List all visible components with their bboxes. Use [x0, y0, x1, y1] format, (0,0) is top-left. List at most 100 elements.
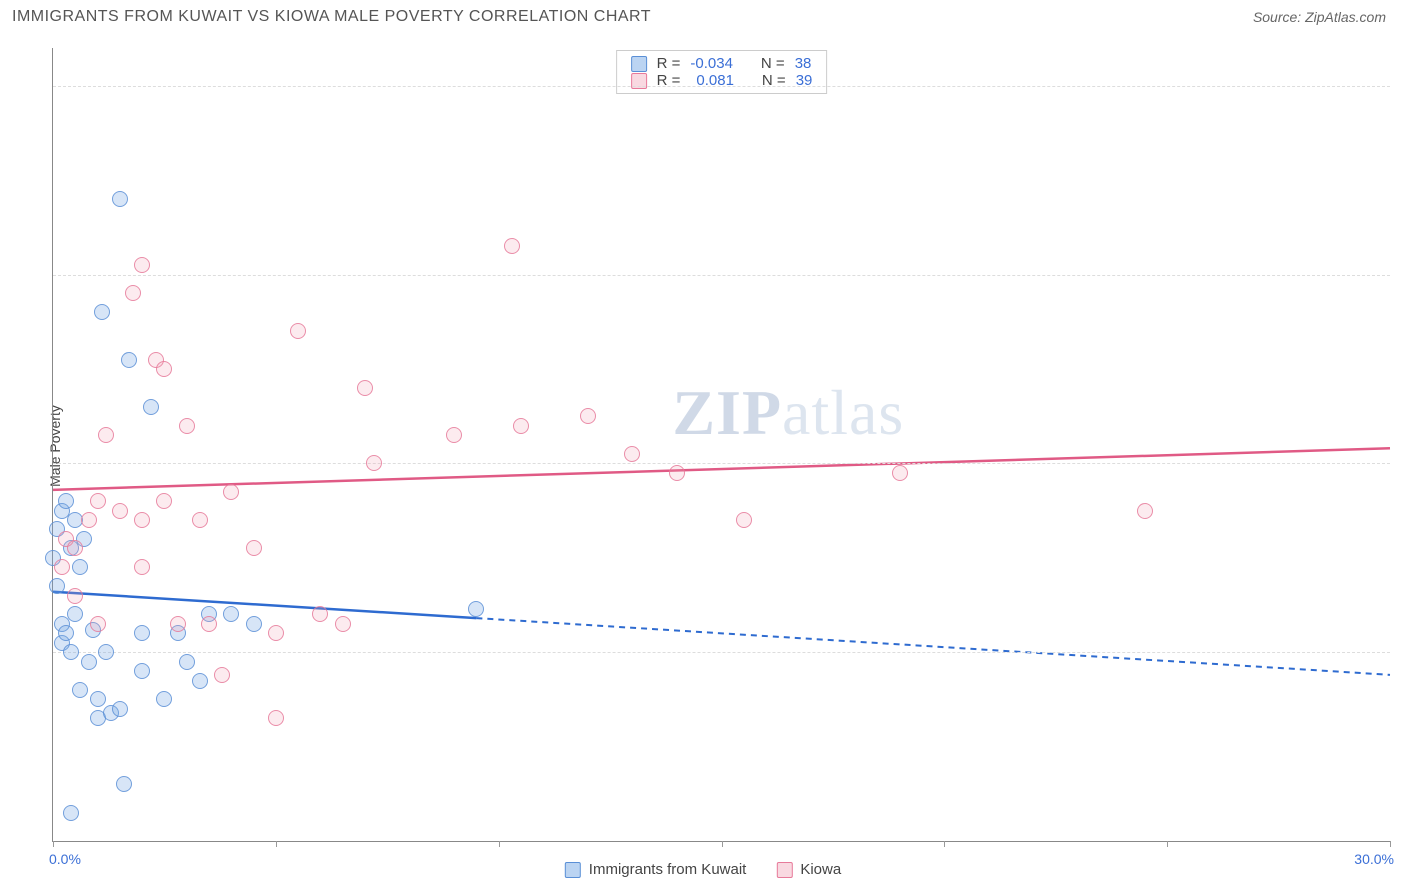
scatter-point	[72, 559, 88, 575]
scatter-point	[335, 616, 351, 632]
plot-area: ZIPatlas R = -0.034 N = 38 R = 0.081 N =…	[52, 48, 1390, 842]
scatter-point	[134, 257, 150, 273]
chart-title: IMMIGRANTS FROM KUWAIT VS KIOWA MALE POV…	[12, 8, 651, 26]
scatter-point	[357, 380, 373, 396]
legend-label: Immigrants from Kuwait	[589, 861, 747, 878]
scatter-point	[290, 323, 306, 339]
scatter-point	[736, 512, 752, 528]
r-value-blue: -0.034	[690, 55, 733, 72]
watermark-zip: ZIP	[672, 377, 782, 448]
scatter-point	[223, 484, 239, 500]
gridline-h	[53, 652, 1390, 653]
scatter-point	[143, 399, 159, 415]
scatter-point	[90, 691, 106, 707]
x-tick-label: 30.0%	[1354, 851, 1394, 867]
scatter-point	[94, 304, 110, 320]
scatter-point	[246, 540, 262, 556]
x-tick	[722, 841, 723, 847]
scatter-point	[98, 427, 114, 443]
scatter-point	[446, 427, 462, 443]
scatter-point	[246, 616, 262, 632]
scatter-point	[90, 493, 106, 509]
gridline-h	[53, 463, 1390, 464]
legend-item-kuwait: Immigrants from Kuwait	[565, 861, 747, 878]
scatter-point	[116, 776, 132, 792]
scatter-point	[134, 625, 150, 641]
scatter-point	[669, 465, 685, 481]
scatter-point	[366, 455, 382, 471]
gridline-h	[53, 86, 1390, 87]
trend-lines-layer	[53, 48, 1390, 841]
scatter-point	[121, 352, 137, 368]
scatter-point	[580, 408, 596, 424]
watermark-atlas: atlas	[782, 377, 904, 448]
legend-swatch-blue	[565, 862, 581, 878]
scatter-point	[125, 285, 141, 301]
scatter-point	[81, 512, 97, 528]
scatter-point	[179, 654, 195, 670]
x-tick	[1390, 841, 1391, 847]
scatter-point	[504, 238, 520, 254]
scatter-point	[268, 625, 284, 641]
scatter-point	[67, 606, 83, 622]
scatter-point	[156, 493, 172, 509]
scatter-point	[134, 559, 150, 575]
scatter-point	[72, 682, 88, 698]
scatter-point	[134, 663, 150, 679]
x-tick-label: 0.0%	[49, 851, 81, 867]
scatter-point	[192, 512, 208, 528]
scatter-point	[513, 418, 529, 434]
gridline-h	[53, 275, 1390, 276]
chart-header: IMMIGRANTS FROM KUWAIT VS KIOWA MALE POV…	[0, 0, 1406, 30]
scatter-point	[81, 654, 97, 670]
x-tick	[53, 841, 54, 847]
scatter-point	[468, 601, 484, 617]
scatter-point	[112, 503, 128, 519]
scatter-point	[156, 691, 172, 707]
scatter-point	[112, 701, 128, 717]
trend-line-dashed	[476, 618, 1390, 675]
trend-line-solid	[53, 592, 476, 618]
x-tick	[1167, 841, 1168, 847]
legend-swatch-pink	[776, 862, 792, 878]
trend-line-solid	[53, 448, 1390, 490]
watermark: ZIPatlas	[672, 376, 904, 450]
scatter-point	[268, 710, 284, 726]
scatter-point	[892, 465, 908, 481]
legend-label: Kiowa	[800, 861, 841, 878]
scatter-point	[170, 616, 186, 632]
scatter-point	[192, 673, 208, 689]
stats-legend: R = -0.034 N = 38 R = 0.081 N = 39	[616, 50, 828, 94]
series-legend: Immigrants from Kuwait Kiowa	[565, 861, 841, 878]
scatter-point	[63, 805, 79, 821]
scatter-point	[90, 616, 106, 632]
scatter-point	[63, 644, 79, 660]
scatter-point	[58, 625, 74, 641]
x-tick	[276, 841, 277, 847]
scatter-point	[112, 191, 128, 207]
n-label: N =	[761, 55, 785, 72]
scatter-point	[58, 493, 74, 509]
scatter-point	[1137, 503, 1153, 519]
scatter-point	[67, 540, 83, 556]
scatter-point	[49, 578, 65, 594]
n-value-blue: 38	[795, 55, 812, 72]
scatter-point	[156, 361, 172, 377]
scatter-point	[201, 616, 217, 632]
stats-row-blue: R = -0.034 N = 38	[631, 55, 813, 72]
x-tick	[499, 841, 500, 847]
scatter-point	[134, 512, 150, 528]
r-label: R =	[657, 55, 681, 72]
scatter-point	[98, 644, 114, 660]
scatter-point	[624, 446, 640, 462]
scatter-point	[67, 588, 83, 604]
x-tick	[944, 841, 945, 847]
scatter-point	[312, 606, 328, 622]
legend-item-kiowa: Kiowa	[776, 861, 841, 878]
scatter-point	[179, 418, 195, 434]
scatter-point	[223, 606, 239, 622]
scatter-point	[54, 559, 70, 575]
legend-swatch-blue	[631, 56, 647, 72]
scatter-point	[214, 667, 230, 683]
source-attribution: Source: ZipAtlas.com	[1253, 9, 1386, 25]
